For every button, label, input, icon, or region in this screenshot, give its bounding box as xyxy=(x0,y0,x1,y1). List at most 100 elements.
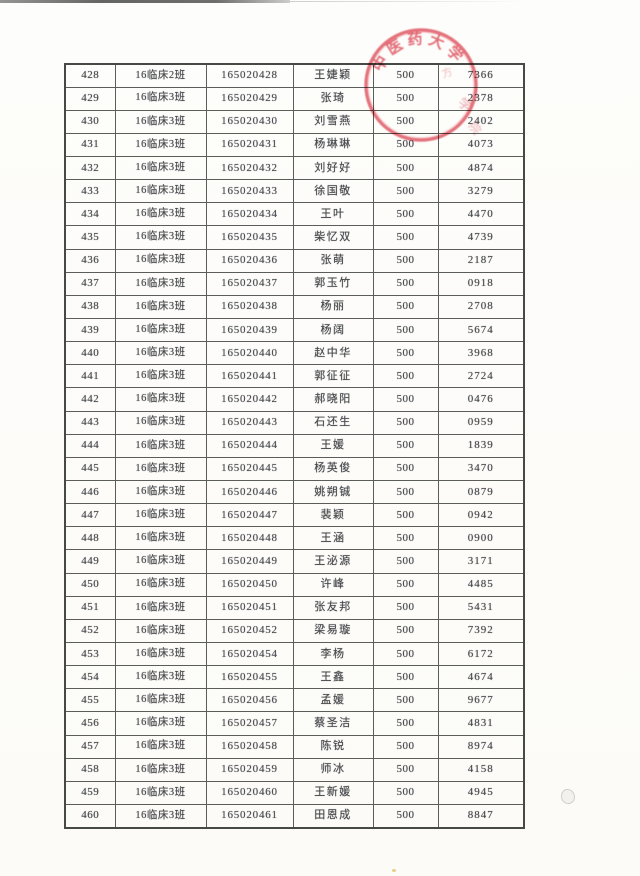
serial-cell: 431 xyxy=(64,132,116,158)
table-row: 460 16临床3班 165020461 田恩成 500 8847 xyxy=(64,803,525,829)
name-cell: 刘雪燕 xyxy=(292,109,374,134)
code-cell: 5674 xyxy=(437,318,525,343)
serial-cell: 444 xyxy=(64,433,116,458)
table-row: 458 16临床3班 165020459 师冰 500 4158 xyxy=(64,757,525,782)
code-cell: 2378 xyxy=(437,86,525,111)
serial-cell: 437 xyxy=(64,271,116,296)
amount-cell: 500 xyxy=(372,711,439,736)
table-row: 436 16临床3班 165020436 张萌 500 2187 xyxy=(64,248,525,273)
table-body: 428 16临床2班 165020428 王婕颖 500 7366 429 16临床3班 165… xyxy=(64,63,525,829)
table-row: 432 16临床3班 165020432 刘好好 500 4874 xyxy=(64,156,525,181)
student-id-cell: 165020452 xyxy=(205,618,294,644)
student-id-cell: 165020460 xyxy=(205,780,294,806)
table-row: 434 16临床3班 165020434 王叶 500 4470 xyxy=(64,202,525,227)
amount-cell: 500 xyxy=(372,225,439,250)
class-cell: 16临床3班 xyxy=(114,341,207,366)
student-id-cell: 165020434 xyxy=(205,202,294,227)
scan-speck xyxy=(392,869,396,872)
code-cell: 7392 xyxy=(437,618,525,644)
class-cell: 16临床3班 xyxy=(114,688,207,713)
serial-cell: 454 xyxy=(64,665,116,690)
code-cell: 8974 xyxy=(437,734,525,759)
table-row: 440 16临床3班 165020440 赵中华 500 3968 xyxy=(64,341,525,366)
code-cell: 0918 xyxy=(437,271,525,296)
name-cell: 张友邦 xyxy=(292,595,374,620)
serial-cell: 449 xyxy=(64,549,116,574)
table-row: 429 16临床3班 165020429 张琦 500 2378 xyxy=(64,86,525,111)
serial-cell: 435 xyxy=(64,225,116,250)
code-cell: 2187 xyxy=(437,248,525,273)
table-row: 449 16临床3班 165020449 王泌源 500 3171 xyxy=(64,549,525,574)
class-cell: 16临床3班 xyxy=(114,503,207,528)
student-id-cell: 165020450 xyxy=(205,572,294,597)
name-cell: 郭玉竹 xyxy=(292,271,374,296)
student-id-cell: 165020433 xyxy=(205,179,294,204)
student-id-cell: 165020440 xyxy=(205,341,294,366)
class-cell: 16临床3班 xyxy=(114,549,207,574)
name-cell: 李杨 xyxy=(292,642,374,667)
code-cell: 3470 xyxy=(437,456,525,482)
name-cell: 王媛 xyxy=(292,433,374,458)
table-row: 447 16临床3班 165020447 裴颖 500 0942 xyxy=(64,503,525,528)
serial-cell: 429 xyxy=(64,86,116,111)
table-row: 457 16临床3班 165020458 陈锐 500 8974 xyxy=(64,734,525,759)
code-cell: 7366 xyxy=(437,63,525,88)
name-cell: 郭征征 xyxy=(292,364,374,389)
amount-cell: 500 xyxy=(372,364,439,389)
class-cell: 16临床3班 xyxy=(114,271,207,296)
scan-smudge xyxy=(561,789,575,804)
name-cell: 张琦 xyxy=(292,86,374,111)
student-id-cell: 165020443 xyxy=(205,410,294,435)
serial-cell: 430 xyxy=(64,109,116,134)
class-cell: 16临床3班 xyxy=(114,410,207,435)
scan-artifact-line xyxy=(0,0,290,3)
student-id-cell: 165020430 xyxy=(205,109,294,134)
table-row: 456 16临床3班 165020457 蔡圣洁 500 4831 xyxy=(64,711,525,736)
serial-cell: 459 xyxy=(64,780,116,806)
class-cell: 16临床3班 xyxy=(114,202,207,227)
amount-cell: 500 xyxy=(372,618,439,644)
table-row: 439 16临床3班 165020439 杨阔 500 5674 xyxy=(64,318,525,343)
class-cell: 16临床3班 xyxy=(114,734,207,759)
amount-cell: 500 xyxy=(372,549,439,574)
table-row: 428 16临床2班 165020428 王婕颖 500 7366 xyxy=(64,63,525,88)
serial-cell: 458 xyxy=(64,757,116,782)
table-row: 453 16临床3班 165020454 李杨 500 6172 xyxy=(64,642,525,667)
amount-cell: 500 xyxy=(372,63,439,88)
serial-cell: 428 xyxy=(64,63,116,88)
code-cell: 0900 xyxy=(437,526,525,551)
student-id-cell: 165020461 xyxy=(205,803,294,829)
code-cell: 4945 xyxy=(437,780,525,806)
code-cell: 4470 xyxy=(437,202,525,227)
amount-cell: 500 xyxy=(372,156,439,181)
name-cell: 孟媛 xyxy=(292,688,374,713)
class-cell: 16临床3班 xyxy=(114,572,207,597)
student-id-cell: 165020447 xyxy=(205,503,294,528)
serial-cell: 457 xyxy=(64,734,116,759)
table-row: 446 16临床3班 165020446 姚朔铖 500 0879 xyxy=(64,480,525,505)
serial-cell: 453 xyxy=(64,642,116,667)
student-fee-table: 428 16临床2班 165020428 王婕颖 500 7366 429 16临床3班 165… xyxy=(64,63,525,829)
serial-cell: 432 xyxy=(64,156,116,181)
class-cell: 16临床3班 xyxy=(114,665,207,690)
table-row: 437 16临床3班 165020437 郭玉竹 500 0918 xyxy=(64,271,525,296)
class-cell: 16临床3班 xyxy=(114,132,207,158)
amount-cell: 500 xyxy=(372,341,439,366)
student-id-cell: 165020438 xyxy=(205,294,294,320)
name-cell: 田恩成 xyxy=(292,803,374,829)
class-cell: 16临床3班 xyxy=(114,156,207,181)
class-cell: 16临床3班 xyxy=(114,618,207,644)
code-cell: 8847 xyxy=(437,803,525,829)
serial-cell: 446 xyxy=(64,480,116,505)
table-row: 445 16临床3班 165020445 杨英俊 500 3470 xyxy=(64,456,525,482)
name-cell: 王鑫 xyxy=(292,665,374,690)
table-row: 431 16临床3班 165020431 杨琳琳 500 4073 xyxy=(64,132,525,158)
class-cell: 16临床3班 xyxy=(114,179,207,204)
name-cell: 王新媛 xyxy=(292,780,374,806)
table-row: 451 16临床3班 165020451 张友邦 500 5431 xyxy=(64,595,525,620)
class-cell: 16临床3班 xyxy=(114,711,207,736)
name-cell: 石还生 xyxy=(292,410,374,435)
student-id-cell: 165020458 xyxy=(205,734,294,759)
name-cell: 刘好好 xyxy=(292,156,374,181)
name-cell: 杨阔 xyxy=(292,318,374,343)
